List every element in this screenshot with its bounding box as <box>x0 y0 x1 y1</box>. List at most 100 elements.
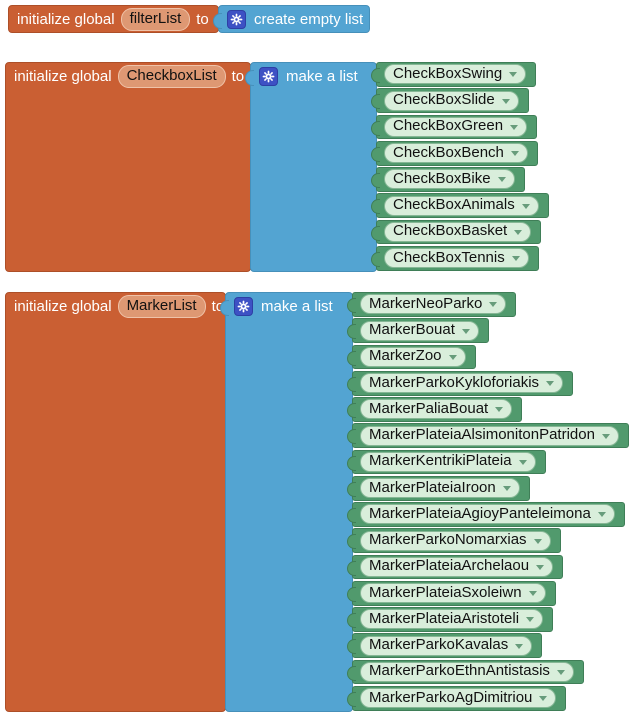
global-variable-block-filterList: initialize global filterList to <box>8 5 370 33</box>
component-block[interactable]: MarkerPaliaBouat <box>346 397 523 422</box>
make-a-list-label: make a list <box>261 298 333 315</box>
component-block[interactable]: MarkerKentrikiPlateia <box>347 449 546 475</box>
initialize-global-label: initialize global <box>17 11 115 28</box>
component-block[interactable]: MarkerPlateiaArchelaou <box>346 554 564 580</box>
component-dropdown[interactable]: MarkerParkoKavalas <box>360 635 533 656</box>
chevron-down-icon[interactable] <box>528 591 537 597</box>
create-empty-list-block[interactable]: create empty list <box>213 5 370 33</box>
component-dropdown[interactable]: CheckBoxBasket <box>384 221 532 242</box>
component-dropdown[interactable]: CheckBoxSlide <box>384 90 519 111</box>
component-dropdown[interactable]: MarkerParkoEthnAntistasis <box>360 661 574 682</box>
component-name-label: MarkerPaliaBouat <box>369 399 489 417</box>
component-block[interactable]: CheckBoxTennis <box>371 245 539 271</box>
component-dropdown[interactable]: MarkerZoo <box>360 346 466 367</box>
component-dropdown[interactable]: MarkerParkoNomarxias <box>360 530 551 551</box>
component-block[interactable]: MarkerParkoEthnAntistasis <box>347 659 584 685</box>
component-dropdown[interactable]: CheckBoxGreen <box>384 116 528 137</box>
component-block[interactable]: CheckBoxBike <box>371 167 525 192</box>
to-label: to <box>196 11 209 28</box>
component-block[interactable]: MarkerPlateiaAristoteli <box>346 607 554 632</box>
chevron-down-icon[interactable] <box>601 433 610 439</box>
initialize-global-block[interactable]: initialize global MarkerList to <box>5 292 226 712</box>
mutator-gear-icon[interactable] <box>227 10 246 29</box>
component-block[interactable]: CheckBoxAnimals <box>371 193 549 219</box>
chevron-down-icon[interactable] <box>497 177 506 183</box>
component-name-label: MarkerPlateiaAristoteli <box>369 609 520 627</box>
mutator-gear-icon[interactable] <box>234 297 253 316</box>
chevron-down-icon[interactable] <box>515 643 524 649</box>
chevron-down-icon[interactable] <box>546 381 555 387</box>
component-block[interactable]: CheckBoxBench <box>371 140 538 166</box>
component-dropdown[interactable]: MarkerNeoParko <box>360 294 507 315</box>
component-name-label: CheckBoxBike <box>393 169 491 187</box>
component-name-label: MarkerKentrikiPlateia <box>369 452 512 470</box>
component-dropdown[interactable]: MarkerKentrikiPlateia <box>360 451 536 472</box>
component-dropdown[interactable]: CheckBoxAnimals <box>384 195 539 216</box>
chevron-down-icon[interactable] <box>495 407 504 413</box>
component-block[interactable]: MarkerPlateiaAgioyPanteleimona <box>347 502 625 527</box>
chevron-down-icon[interactable] <box>539 696 548 702</box>
component-block[interactable]: MarkerPlateiaSxoleiwn <box>347 580 556 606</box>
chevron-down-icon[interactable] <box>509 72 518 78</box>
chevron-down-icon[interactable] <box>461 328 470 334</box>
component-block[interactable]: MarkerParkoNomarxias <box>347 528 561 554</box>
component-name-label: MarkerBouat <box>369 321 455 339</box>
chevron-down-icon[interactable] <box>511 256 520 262</box>
variable-name-field[interactable]: MarkerList <box>117 295 206 318</box>
component-block[interactable]: CheckBoxSlide <box>371 88 529 114</box>
component-dropdown[interactable]: CheckBoxSwing <box>384 64 527 85</box>
component-dropdown[interactable]: MarkerPaliaBouat <box>360 399 513 420</box>
chevron-down-icon[interactable] <box>501 98 510 104</box>
component-block[interactable]: MarkerBouat <box>347 318 489 344</box>
component-dropdown[interactable]: MarkerPlateiaAgioyPanteleimona <box>360 504 615 525</box>
variable-name-field[interactable]: CheckboxList <box>117 65 226 88</box>
variable-name-field[interactable]: filterList <box>120 8 191 31</box>
initialize-global-block[interactable]: initialize global filterList to <box>8 5 219 33</box>
create-empty-list-label: create empty list <box>254 11 364 28</box>
chevron-down-icon[interactable] <box>518 459 527 465</box>
component-dropdown[interactable]: MarkerParkoKykloforiakis <box>360 373 564 394</box>
component-block[interactable]: MarkerPlateiaIroon <box>347 475 530 501</box>
component-block[interactable]: CheckBoxBasket <box>370 219 542 245</box>
chevron-down-icon[interactable] <box>597 512 606 518</box>
list-items-column: CheckBoxSwing CheckBoxSlide CheckBoxGree… <box>370 62 549 272</box>
component-dropdown[interactable]: CheckBoxBike <box>384 169 515 190</box>
component-dropdown[interactable]: CheckBoxBench <box>384 143 528 164</box>
component-dropdown[interactable]: MarkerBouat <box>360 320 479 341</box>
component-block[interactable]: MarkerPlateiaAlsimonitonPatridon <box>347 423 629 449</box>
component-dropdown[interactable]: MarkerParkoAgDimitriou <box>360 688 557 709</box>
component-block[interactable]: MarkerParkoKykloforiakis <box>346 370 574 396</box>
chevron-down-icon[interactable] <box>526 617 535 623</box>
component-dropdown[interactable]: MarkerPlateiaAlsimonitonPatridon <box>360 425 619 446</box>
component-dropdown[interactable]: MarkerPlateiaIroon <box>360 478 520 499</box>
component-block[interactable]: CheckBoxGreen <box>370 114 538 140</box>
chevron-down-icon[interactable] <box>502 486 511 492</box>
initialize-global-block[interactable]: initialize global CheckboxList to <box>5 62 251 272</box>
chevron-down-icon[interactable] <box>521 203 530 209</box>
component-dropdown[interactable]: MarkerPlateiaAristoteli <box>360 609 544 630</box>
chevron-down-icon[interactable] <box>514 229 523 235</box>
chevron-down-icon[interactable] <box>510 124 519 130</box>
component-name-label: MarkerParkoKavalas <box>369 636 509 654</box>
component-block[interactable]: MarkerParkoAgDimitriou <box>346 685 567 711</box>
component-dropdown[interactable]: CheckBoxTennis <box>384 248 529 269</box>
component-block[interactable]: MarkerParkoKavalas <box>346 633 543 659</box>
component-name-label: MarkerPlateiaAlsimonitonPatridon <box>369 426 595 444</box>
chevron-down-icon[interactable] <box>510 151 519 157</box>
make-a-list-block[interactable]: make a list <box>245 62 377 272</box>
mutator-gear-icon[interactable] <box>259 67 278 86</box>
chevron-down-icon[interactable] <box>533 538 542 544</box>
component-name-label: MarkerParkoAgDimitriou <box>369 688 533 706</box>
component-block[interactable]: CheckBoxSwing <box>370 62 537 87</box>
chevron-down-icon[interactable] <box>448 354 457 360</box>
chevron-down-icon[interactable] <box>536 564 545 570</box>
component-block[interactable]: MarkerNeoParko <box>346 292 517 317</box>
component-dropdown[interactable]: MarkerPlateiaSxoleiwn <box>360 583 546 604</box>
chevron-down-icon[interactable] <box>556 669 565 675</box>
component-name-label: CheckBoxSlide <box>393 91 495 109</box>
component-dropdown[interactable]: MarkerPlateiaArchelaou <box>360 556 554 577</box>
chevron-down-icon[interactable] <box>489 302 498 308</box>
make-a-list-block[interactable]: make a list <box>220 292 353 712</box>
component-block[interactable]: MarkerZoo <box>347 344 476 370</box>
